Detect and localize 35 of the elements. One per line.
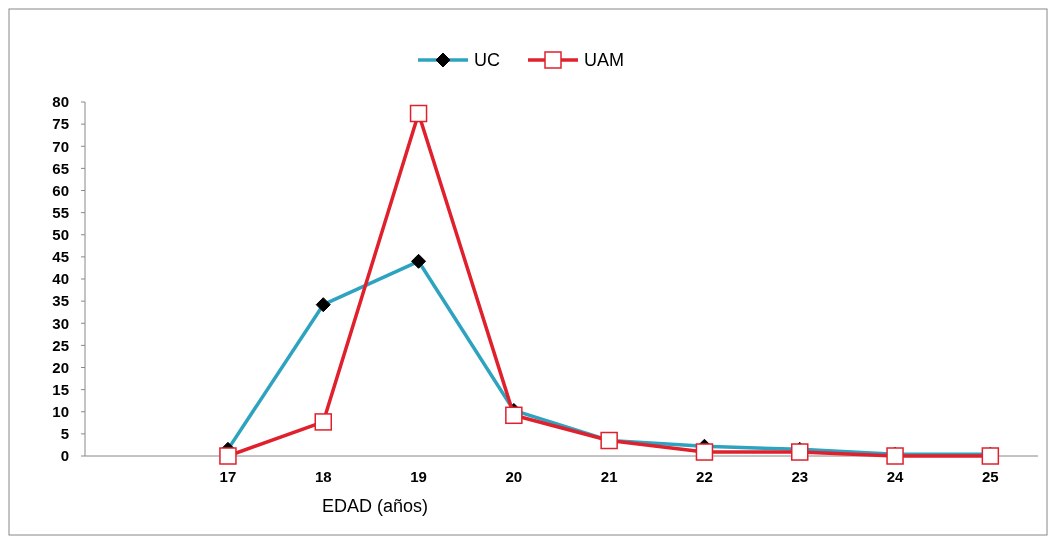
point bbox=[409, 104, 428, 123]
y-tick-label: 55 bbox=[52, 203, 69, 221]
point bbox=[791, 443, 809, 461]
y-tick-label: 20 bbox=[52, 358, 69, 376]
y-tick-label: 5 bbox=[60, 425, 69, 443]
legend-label: UAM bbox=[584, 50, 624, 71]
y-tick-label: 70 bbox=[52, 137, 69, 155]
x-tick-label: 23 bbox=[791, 468, 809, 485]
point bbox=[219, 447, 237, 465]
x-tick-label: 20 bbox=[505, 468, 523, 485]
x-tick-label: 22 bbox=[696, 468, 713, 485]
x-tick-label: 24 bbox=[886, 468, 905, 485]
point bbox=[505, 406, 523, 425]
point bbox=[695, 443, 714, 461]
y-tick-label: 50 bbox=[52, 226, 69, 243]
x-tick-label: 17 bbox=[219, 468, 237, 485]
y-tick-label: 75 bbox=[52, 115, 69, 133]
x-tick-label: 19 bbox=[410, 468, 427, 485]
y-tick-label: 80 bbox=[52, 93, 69, 111]
y-tick-label: 35 bbox=[52, 292, 69, 310]
y-tick-label: 45 bbox=[52, 248, 69, 266]
legend-label: UC bbox=[474, 50, 500, 71]
x-tick-label: 18 bbox=[314, 468, 332, 485]
y-tick-label: 40 bbox=[52, 270, 69, 288]
x-axis-title: EDAD (años) bbox=[321, 496, 429, 516]
point bbox=[314, 413, 332, 431]
y-tick-label: 25 bbox=[52, 336, 69, 354]
x-tick-label: 25 bbox=[982, 468, 999, 485]
y-tick-label: 65 bbox=[52, 159, 69, 177]
y-tick-label: 60 bbox=[52, 181, 69, 199]
x-tick-label: 21 bbox=[600, 468, 618, 485]
y-tick-label: 0 bbox=[60, 447, 69, 465]
y-tick-label: 10 bbox=[52, 403, 69, 420]
y-tick-label: 15 bbox=[52, 380, 69, 398]
y-tick-label: 30 bbox=[52, 314, 69, 332]
